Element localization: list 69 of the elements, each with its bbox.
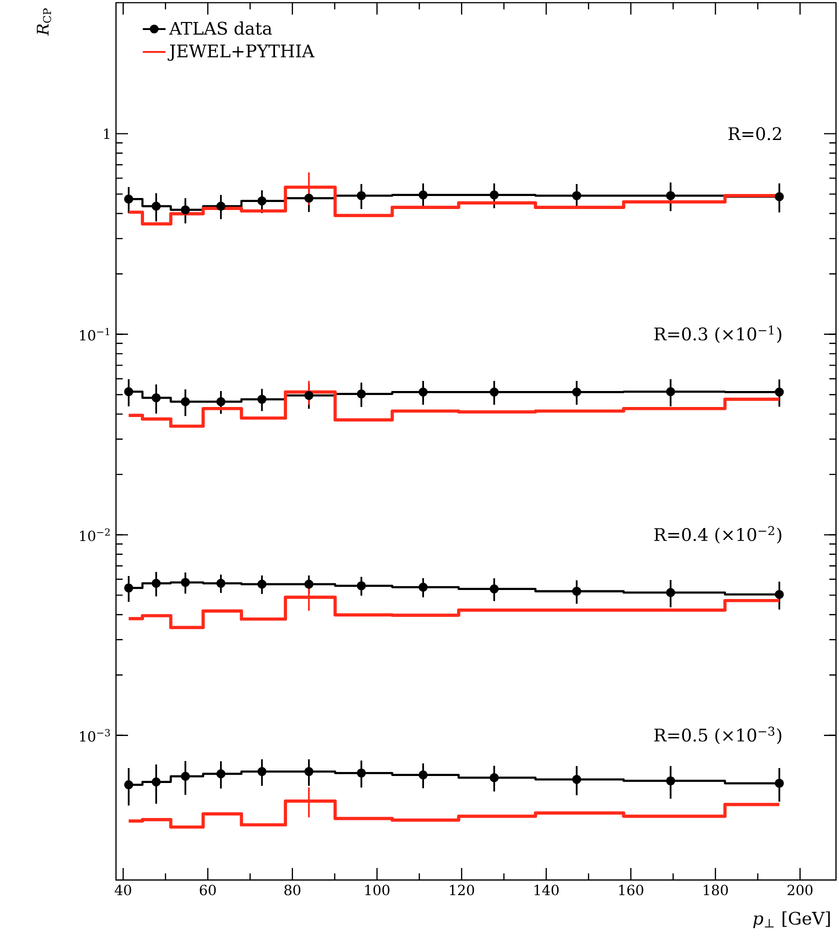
point: [666, 191, 676, 200]
y-tick-label: 1: [104, 128, 110, 139]
y-tick-label: 10$^{−1}$: [80, 328, 110, 341]
point: [572, 586, 582, 596]
annotation: R=0.4 (×10$^{−2}$): [654, 526, 782, 544]
point: [572, 191, 582, 200]
point: [152, 578, 161, 588]
point: [152, 202, 161, 211]
point: [572, 387, 582, 397]
x-tick-label: 160: [619, 884, 644, 896]
point: [180, 397, 190, 406]
x-tick-label: 120: [450, 884, 474, 896]
y-axis-title: R$_{CP}$: [36, 8, 52, 36]
x-tick-label: 100: [365, 884, 390, 896]
point: [666, 387, 676, 396]
point: [304, 767, 314, 776]
point: [666, 588, 676, 598]
point: [572, 774, 582, 784]
point: [356, 581, 366, 590]
point: [180, 772, 190, 781]
point: [124, 194, 134, 204]
x-tick-label: 140: [534, 884, 559, 896]
point: [666, 776, 676, 786]
point: [124, 780, 134, 790]
legend-label: JEWEL+PYTHIA: [168, 44, 315, 61]
x-tick-label: 60: [200, 884, 216, 896]
point: [257, 767, 266, 776]
point: [490, 773, 499, 782]
point: [124, 583, 134, 593]
point: [356, 191, 366, 200]
x-tick-label: 40: [114, 884, 132, 896]
point: [774, 192, 784, 202]
point: [304, 194, 314, 203]
annotation: R=0.2: [728, 127, 781, 140]
point: [774, 387, 784, 397]
x-axis-title: p$_{⊥}$ [GeV]: [753, 911, 830, 928]
point: [356, 389, 366, 398]
point: [257, 196, 266, 206]
point: [774, 778, 784, 788]
point: [418, 387, 428, 397]
annotation: R=0.5 (×10$^{−3}$): [654, 726, 782, 744]
point: [216, 769, 226, 778]
y-tick-label: 10$^{−3}$: [80, 728, 110, 742]
point: [152, 777, 161, 786]
point: [490, 584, 499, 594]
point: [180, 578, 190, 587]
point: [304, 390, 314, 400]
x-tick-label: 200: [788, 884, 812, 896]
point: [304, 580, 314, 589]
point: [418, 582, 428, 592]
point: [257, 394, 266, 404]
x-tick-label: 180: [704, 884, 728, 896]
point: [356, 768, 366, 778]
point: [124, 387, 134, 396]
point: [418, 190, 428, 200]
point: [774, 590, 784, 600]
point: [257, 580, 266, 589]
legend-label: ATLAS data: [169, 21, 272, 35]
point: [216, 397, 226, 406]
annotation: R=0.3 (×10$^{−1}$): [654, 325, 782, 343]
y-tick-label: 10$^{−2}$: [80, 528, 110, 542]
point: [490, 387, 499, 397]
point: [180, 205, 190, 214]
point: [216, 578, 226, 588]
point: [418, 770, 428, 780]
point: [490, 190, 499, 200]
point: [216, 202, 226, 211]
x-tick-label: 80: [284, 884, 300, 896]
point: [152, 393, 161, 402]
